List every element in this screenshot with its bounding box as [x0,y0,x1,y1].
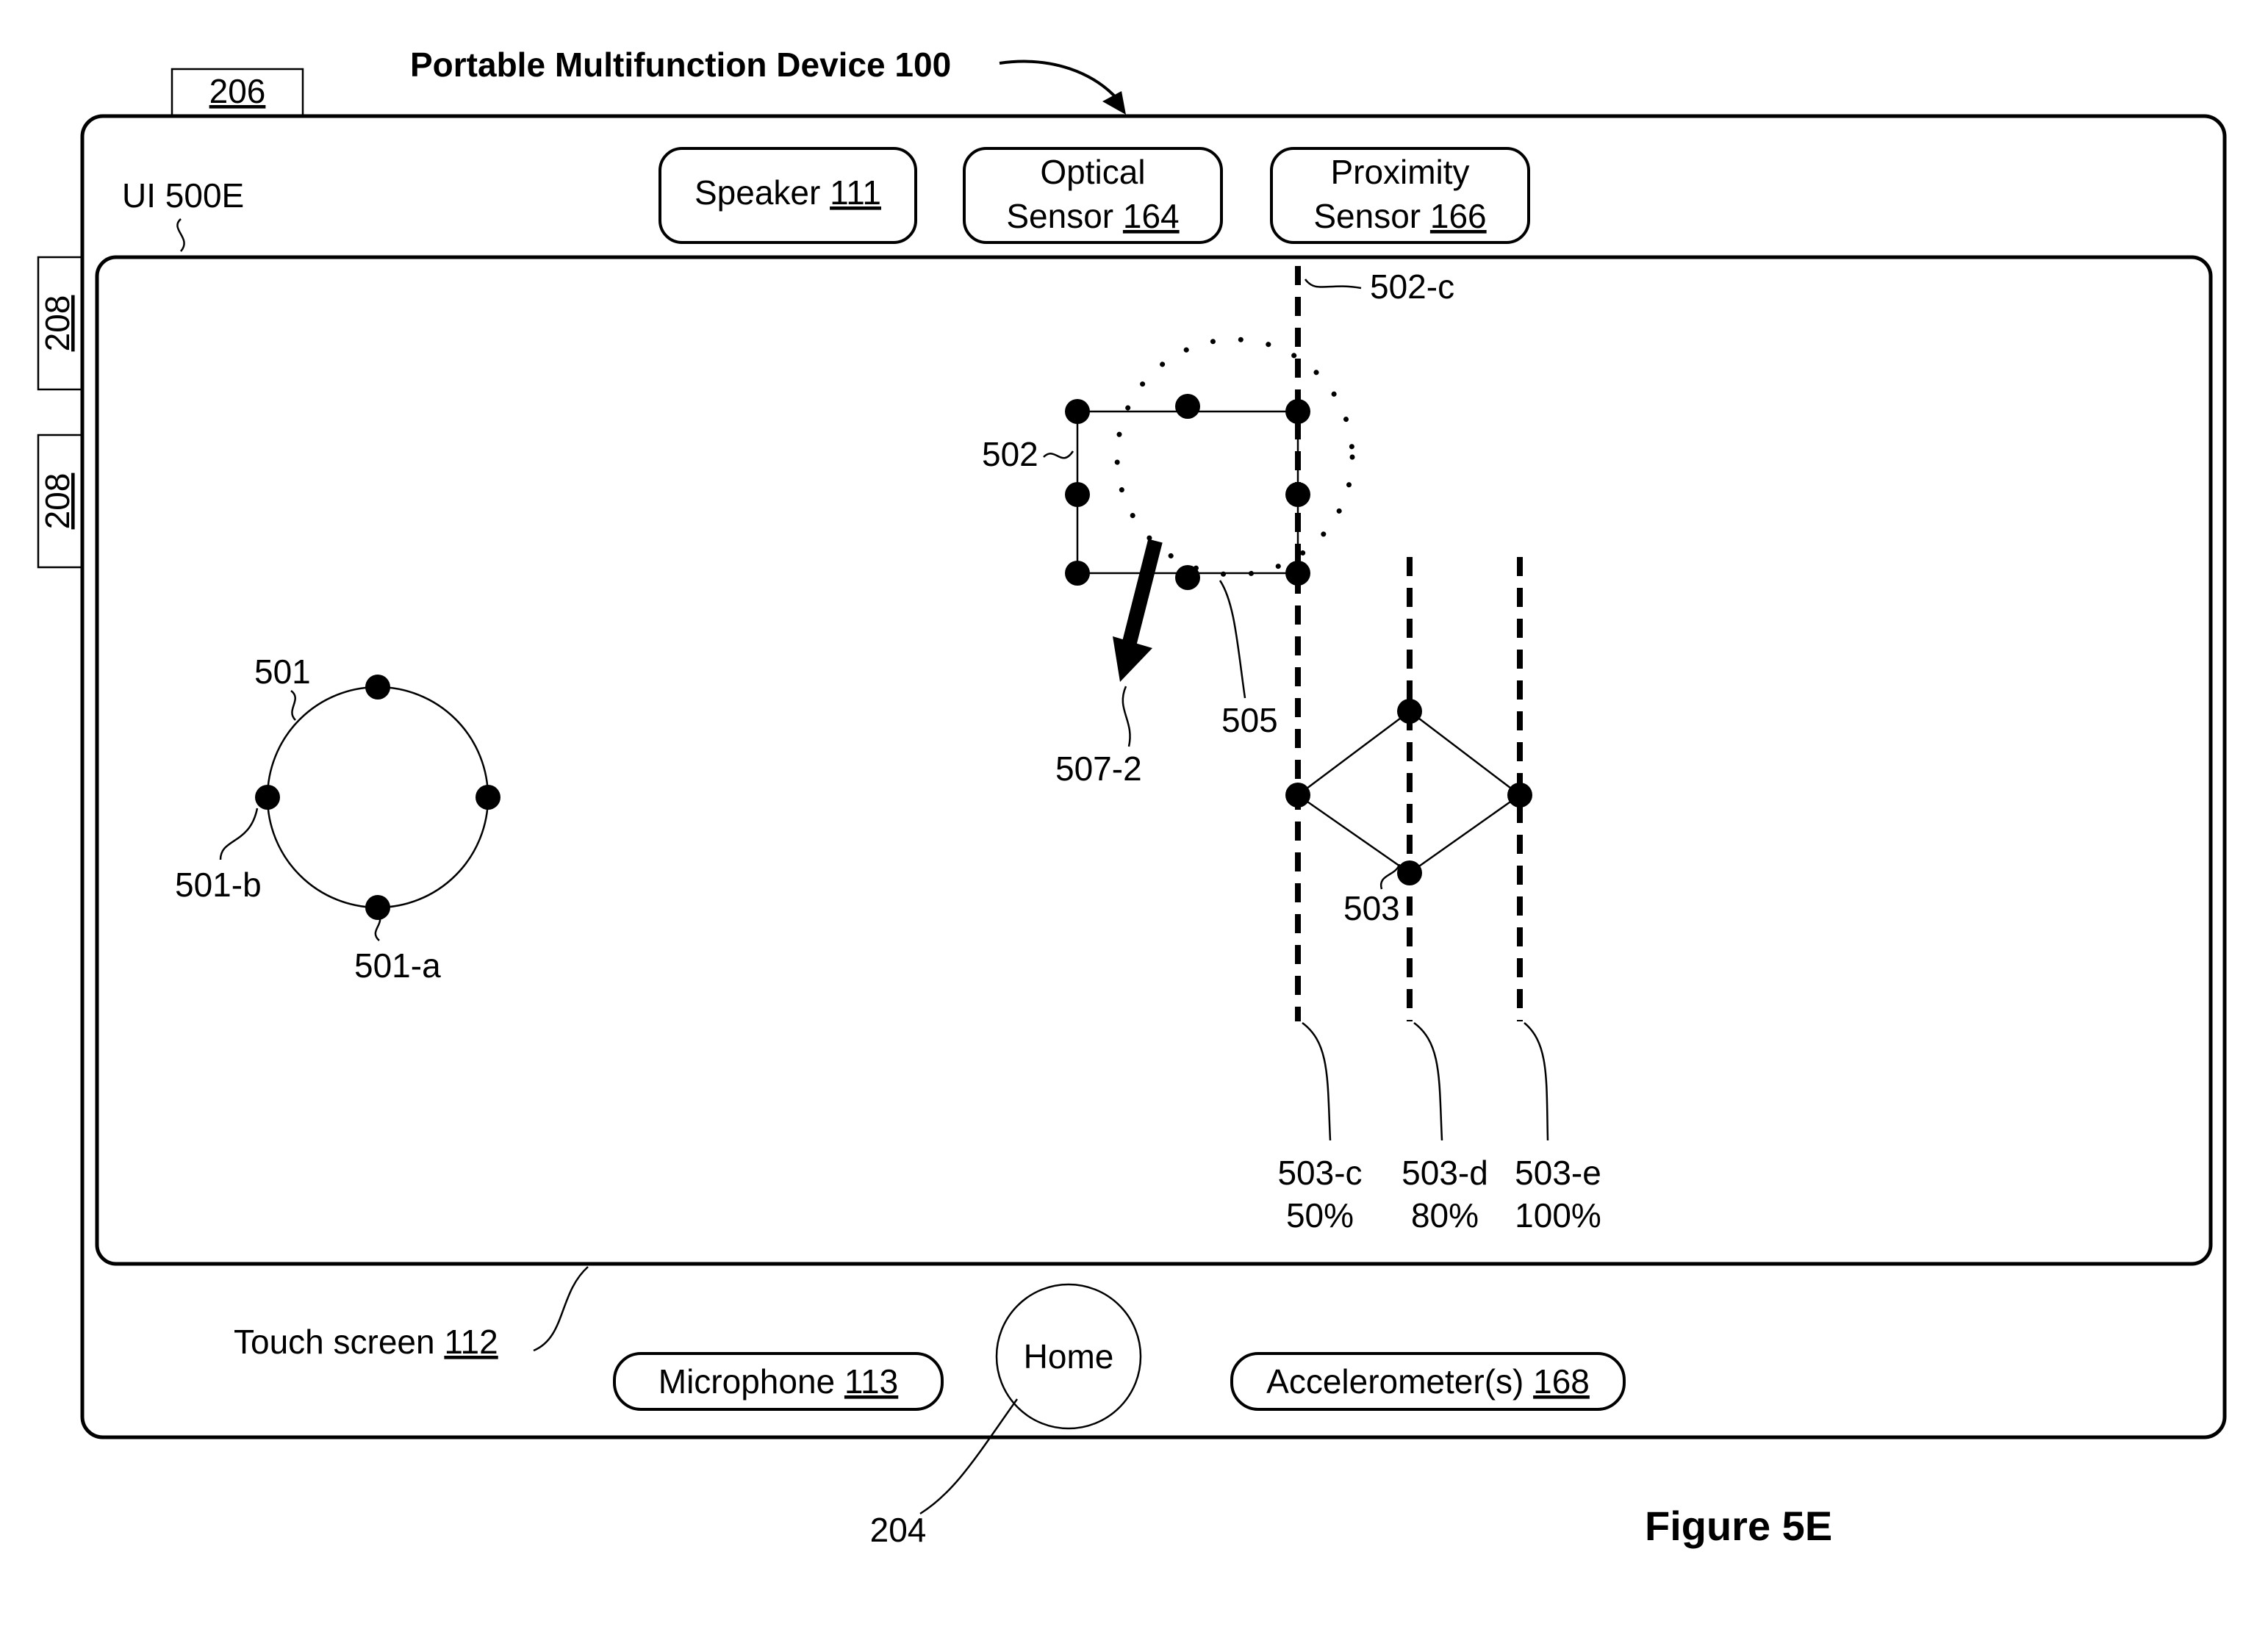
square-502-handle-ml [1065,482,1090,507]
dotted-circle-505 [1117,339,1352,575]
optical-sensor-line1: Optical [1040,153,1145,191]
guide-503-d-leader [1414,1023,1442,1140]
ui-label: UI 500E [122,176,244,215]
circle-501-right-handle [476,785,500,810]
square-502-handle-bm [1175,565,1200,590]
square-502-handle-tl [1065,399,1090,424]
guide-502-c-label: 502-c [1370,267,1454,306]
dotted-circle-505-leader [1220,580,1245,698]
circle-501-leader [291,691,295,720]
guide-503-c-value: 50% [1286,1196,1354,1234]
device-title-arrow [1000,62,1121,103]
square-502-leader [1044,451,1073,458]
guide-503-c-leader [1302,1023,1330,1140]
home-button-label: Home [1024,1337,1114,1376]
circle-501-top-handle [365,675,390,700]
side-button-208-b-label: 208 [38,473,76,530]
side-button-208-a-label: 208 [38,295,76,352]
guide-503-e-value: 100% [1515,1196,1601,1234]
microphone-label: Microphone 113 [658,1362,898,1401]
arrow-507-2-leader [1123,686,1130,747]
device-title: Portable Multifunction Device 100 [410,46,951,84]
ui-label-leader [177,219,184,251]
dotted-circle-505-label: 505 [1221,701,1278,739]
speaker-label: Speaker 111 [695,173,881,212]
accelerometer-label: Accelerometer(s) 168 [1266,1362,1590,1401]
touch-screen-leader [534,1267,588,1351]
device-frame [82,116,2225,1437]
diamond-503-handle-bottom [1397,860,1422,885]
circle-501-a-label: 501-a [354,946,441,985]
guide-502-c-leader [1305,279,1361,288]
home-button-ref-label: 204 [870,1511,927,1549]
square-502-handle-bl [1065,561,1090,586]
diamond-503-handle-top [1397,699,1422,724]
figure-label: Figure 5E [1645,1503,1832,1549]
guide-503-d-label: 503-d [1402,1154,1488,1192]
proximity-sensor-line1: Proximity [1330,153,1469,191]
guide-503-e-leader [1524,1023,1548,1140]
circle-501-b-handle [255,785,280,810]
guide-503-c-label: 503-c [1277,1154,1362,1192]
guide-503-d-value: 80% [1411,1196,1479,1234]
arrow-507-2-label: 507-2 [1055,750,1142,788]
touch-screen [97,257,2211,1264]
optical-sensor-line2: Sensor 164 [1006,197,1179,235]
touch-screen-label: Touch screen 112 [234,1323,498,1361]
home-button-leader [920,1399,1017,1514]
arrow-507-2-head [1113,636,1152,682]
square-502-label: 502 [982,435,1038,473]
diamond-503-handle-left [1285,783,1310,808]
circle-501-label: 501 [254,653,311,691]
circle-501-a-handle [365,895,390,920]
arrow-507-2-shaft [1129,541,1155,645]
square-502-handle-tm [1175,394,1200,419]
diamond-503-handle-right [1507,783,1532,808]
side-button-206-label: 206 [209,72,266,110]
diamond-503-leader [1381,864,1399,889]
circle-501-b-label: 501-b [175,866,262,904]
guide-503-e-label: 503-e [1515,1154,1601,1192]
square-502 [1077,411,1298,573]
diamond-503-label: 503 [1343,889,1400,927]
proximity-sensor-line2: Sensor 166 [1313,197,1486,235]
circle-501 [268,687,488,907]
circle-501-b-leader [220,808,257,860]
